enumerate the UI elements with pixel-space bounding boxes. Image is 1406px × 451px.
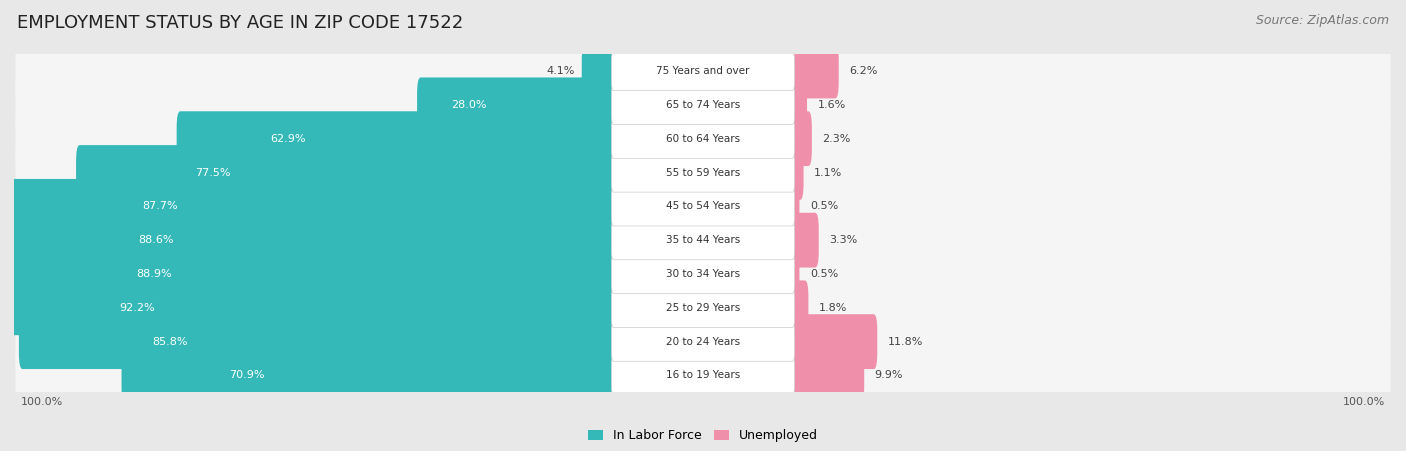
Text: 88.9%: 88.9% xyxy=(136,269,172,279)
Text: 55 to 59 Years: 55 to 59 Years xyxy=(666,167,740,178)
FancyBboxPatch shape xyxy=(0,213,617,267)
FancyBboxPatch shape xyxy=(612,356,794,395)
FancyBboxPatch shape xyxy=(612,288,794,327)
FancyBboxPatch shape xyxy=(789,44,839,98)
FancyBboxPatch shape xyxy=(789,314,877,369)
FancyBboxPatch shape xyxy=(789,145,804,200)
FancyBboxPatch shape xyxy=(15,265,1391,350)
FancyBboxPatch shape xyxy=(15,130,1391,215)
Text: 87.7%: 87.7% xyxy=(142,201,179,212)
FancyBboxPatch shape xyxy=(15,62,1391,147)
Text: 77.5%: 77.5% xyxy=(195,167,231,178)
FancyBboxPatch shape xyxy=(789,348,865,403)
Text: 92.2%: 92.2% xyxy=(120,303,155,313)
Text: 60 to 64 Years: 60 to 64 Years xyxy=(666,133,740,144)
FancyBboxPatch shape xyxy=(612,187,794,226)
FancyBboxPatch shape xyxy=(6,179,617,234)
FancyBboxPatch shape xyxy=(612,119,794,158)
Text: 1.6%: 1.6% xyxy=(817,100,845,110)
FancyBboxPatch shape xyxy=(789,213,818,267)
Text: 100.0%: 100.0% xyxy=(1343,397,1385,407)
Text: 1.8%: 1.8% xyxy=(818,303,848,313)
Text: Source: ZipAtlas.com: Source: ZipAtlas.com xyxy=(1256,14,1389,27)
FancyBboxPatch shape xyxy=(612,153,794,192)
Text: 45 to 54 Years: 45 to 54 Years xyxy=(666,201,740,212)
Text: 70.9%: 70.9% xyxy=(229,370,264,381)
FancyBboxPatch shape xyxy=(612,85,794,124)
Text: 0.5%: 0.5% xyxy=(810,201,838,212)
FancyBboxPatch shape xyxy=(0,281,617,335)
Text: EMPLOYMENT STATUS BY AGE IN ZIP CODE 17522: EMPLOYMENT STATUS BY AGE IN ZIP CODE 175… xyxy=(17,14,463,32)
FancyBboxPatch shape xyxy=(15,164,1391,249)
Text: 75 Years and over: 75 Years and over xyxy=(657,66,749,76)
Text: 20 to 24 Years: 20 to 24 Years xyxy=(666,336,740,347)
Text: 85.8%: 85.8% xyxy=(152,336,188,347)
FancyBboxPatch shape xyxy=(0,247,617,301)
Text: 62.9%: 62.9% xyxy=(271,133,307,144)
Text: 25 to 29 Years: 25 to 29 Years xyxy=(666,303,740,313)
FancyBboxPatch shape xyxy=(582,44,617,98)
FancyBboxPatch shape xyxy=(418,78,617,132)
FancyBboxPatch shape xyxy=(18,314,617,369)
FancyBboxPatch shape xyxy=(789,179,800,234)
Text: 9.9%: 9.9% xyxy=(875,370,903,381)
Text: 65 to 74 Years: 65 to 74 Years xyxy=(666,100,740,110)
FancyBboxPatch shape xyxy=(15,333,1391,418)
FancyBboxPatch shape xyxy=(177,111,617,166)
Text: 4.1%: 4.1% xyxy=(547,66,575,76)
Text: 3.3%: 3.3% xyxy=(830,235,858,245)
FancyBboxPatch shape xyxy=(121,348,617,403)
Text: 88.6%: 88.6% xyxy=(138,235,173,245)
Text: 0.5%: 0.5% xyxy=(810,269,838,279)
FancyBboxPatch shape xyxy=(612,51,794,91)
Text: 6.2%: 6.2% xyxy=(849,66,877,76)
FancyBboxPatch shape xyxy=(789,78,807,132)
Text: 30 to 34 Years: 30 to 34 Years xyxy=(666,269,740,279)
FancyBboxPatch shape xyxy=(15,198,1391,283)
FancyBboxPatch shape xyxy=(612,221,794,260)
Text: 2.3%: 2.3% xyxy=(823,133,851,144)
FancyBboxPatch shape xyxy=(789,281,808,335)
Text: 28.0%: 28.0% xyxy=(451,100,486,110)
Text: 16 to 19 Years: 16 to 19 Years xyxy=(666,370,740,381)
FancyBboxPatch shape xyxy=(612,254,794,294)
Text: 11.8%: 11.8% xyxy=(887,336,922,347)
Text: 100.0%: 100.0% xyxy=(21,397,63,407)
FancyBboxPatch shape xyxy=(789,111,811,166)
FancyBboxPatch shape xyxy=(612,322,794,361)
FancyBboxPatch shape xyxy=(789,247,800,301)
Text: 1.1%: 1.1% xyxy=(814,167,842,178)
FancyBboxPatch shape xyxy=(15,231,1391,317)
FancyBboxPatch shape xyxy=(76,145,617,200)
Text: 35 to 44 Years: 35 to 44 Years xyxy=(666,235,740,245)
Legend: In Labor Force, Unemployed: In Labor Force, Unemployed xyxy=(583,424,823,447)
FancyBboxPatch shape xyxy=(15,28,1391,114)
FancyBboxPatch shape xyxy=(15,96,1391,181)
FancyBboxPatch shape xyxy=(15,299,1391,384)
